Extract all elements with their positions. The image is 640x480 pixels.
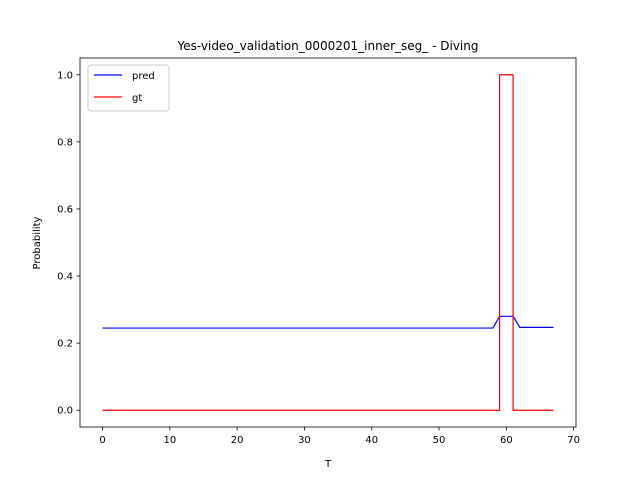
- axes-frame: [79, 57, 577, 428]
- x-tick-label: 50: [433, 435, 446, 446]
- y-tick-label: 0.0: [57, 406, 73, 417]
- x-tick-label: 10: [163, 435, 176, 446]
- y-tick-label: 0.8: [57, 137, 73, 148]
- x-tick-label: 30: [298, 435, 311, 446]
- series-line-gt: [102, 74, 554, 411]
- chart-title: Yes-video_validation_0000201_inner_seg_ …: [177, 39, 479, 53]
- y-tick-label: 0.4: [57, 272, 73, 283]
- y-tick-label: 0.2: [57, 339, 73, 350]
- plot-area: 0 10 20 30 40 50 60 70 0.0 0.2 0.4 0.6 0.8 1.0 pred gt: [57, 57, 580, 446]
- x-tick-label: 70: [567, 435, 580, 446]
- legend-label-pred: pred: [132, 71, 155, 82]
- series-line-pred: [102, 315, 554, 329]
- x-tick-label: 0: [99, 435, 105, 446]
- x-tick-label: 40: [365, 435, 378, 446]
- legend-label-gt: gt: [132, 93, 142, 104]
- legend-box: [87, 64, 170, 112]
- y-axis-title: Probability: [32, 216, 43, 269]
- x-axis-title: T: [324, 459, 332, 470]
- y-tick-label: 1.0: [57, 70, 73, 81]
- x-tick-label: 20: [231, 435, 244, 446]
- x-tick-label: 60: [500, 435, 513, 446]
- y-tick-label: 0.6: [57, 204, 73, 215]
